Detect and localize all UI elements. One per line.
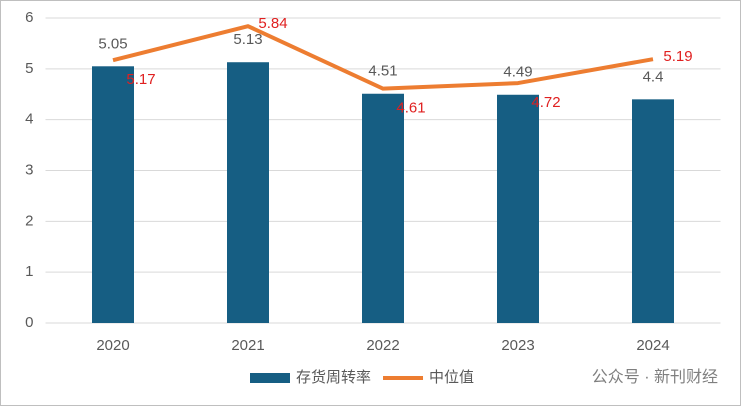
bar (632, 99, 674, 323)
line-value-label: 4.61 (396, 100, 425, 117)
y-tick-label: 2 (25, 212, 33, 229)
line-value-label: 4.72 (531, 94, 560, 111)
x-tick-label: 2023 (501, 337, 534, 354)
line (112, 24, 654, 91)
line-value-label: 5.17 (126, 71, 155, 88)
bar (497, 94, 539, 323)
legend-label: 存货周转率 (296, 369, 371, 386)
bar (92, 66, 134, 324)
x-tick-label: 2024 (636, 337, 669, 354)
legend-swatch (250, 373, 290, 383)
bar-value-label: 4.51 (368, 63, 397, 80)
x-tick-label: 2022 (366, 337, 399, 354)
y-tick-label: 3 (25, 161, 33, 178)
watermark: 公众号 · 新刊财经 (592, 368, 718, 386)
line-value-label: 5.84 (258, 15, 287, 32)
y-tick-label: 5 (25, 60, 33, 77)
bar (227, 62, 269, 323)
y-tick-label: 0 (25, 314, 33, 331)
bar-value-label: 4.4 (643, 68, 664, 85)
line-value-label: 5.19 (663, 48, 692, 65)
bar-value-label: 4.49 (503, 64, 532, 81)
y-tick-label: 1 (25, 263, 33, 280)
bar-value-label: 5.05 (98, 35, 127, 52)
y-tick-label: 4 (25, 111, 33, 128)
x-tick-label: 2021 (231, 337, 264, 354)
bar (362, 93, 404, 323)
x-tick-label: 2020 (96, 337, 129, 354)
bar-value-label: 5.13 (233, 31, 262, 48)
y-tick-label: 6 (25, 9, 33, 26)
legend-label: 中位值 (429, 369, 474, 386)
